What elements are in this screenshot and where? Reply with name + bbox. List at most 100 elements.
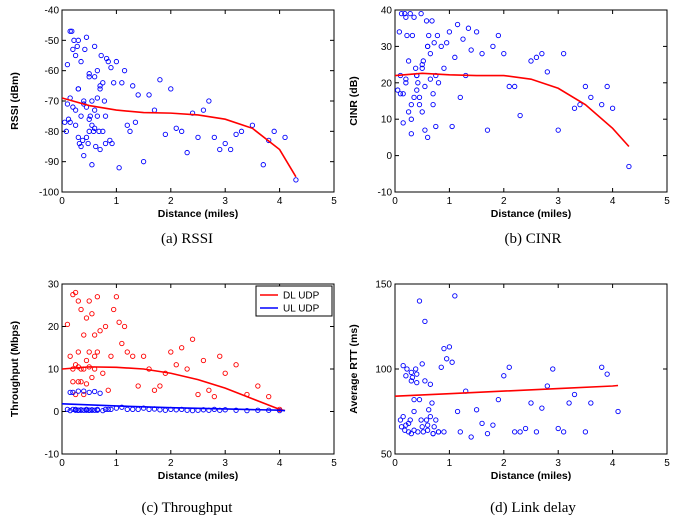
figure-caption: (d) Link delay [490, 500, 576, 516]
x-tick-label: 2 [168, 458, 174, 469]
data-point [111, 80, 117, 86]
data-point [94, 95, 101, 101]
data-point [506, 83, 512, 90]
data-point [400, 120, 406, 126]
data-point [97, 86, 103, 92]
data-point [490, 43, 496, 50]
data-point [217, 353, 223, 359]
data-point [179, 128, 185, 134]
data-point [423, 417, 430, 423]
data-point [604, 371, 610, 377]
data-point [430, 101, 436, 108]
data-point [424, 43, 431, 50]
x-tick-label: 3 [222, 458, 228, 469]
fit-curve [62, 403, 286, 412]
data-point [81, 332, 87, 338]
fit-curve [395, 384, 619, 397]
data-point [430, 91, 436, 97]
data-point [544, 383, 550, 389]
data-point [420, 429, 426, 435]
data-point [560, 429, 567, 435]
data-point [67, 119, 73, 125]
data-point [173, 125, 179, 131]
data-point [473, 407, 480, 413]
y-tick-label: -50 [45, 36, 60, 47]
data-point [403, 76, 409, 82]
data-point [94, 68, 101, 74]
data-point [460, 36, 466, 42]
data-point [446, 344, 453, 350]
x-tick-label: 0 [59, 196, 65, 207]
data-point [473, 29, 480, 35]
data-point [105, 387, 111, 393]
data-point [157, 77, 163, 83]
data-point [490, 422, 496, 428]
data-point [101, 98, 108, 104]
data-point [271, 128, 277, 134]
x-tick-label: 2 [501, 196, 507, 207]
data-point [72, 122, 79, 128]
data-point [98, 52, 104, 59]
data-point [409, 374, 416, 381]
data-point [91, 74, 98, 80]
plot-frame [61, 9, 335, 193]
data-point [566, 400, 572, 406]
data-point [408, 131, 414, 137]
legend-label: UL UDP [283, 304, 320, 315]
data-point [130, 406, 136, 413]
data-point [457, 429, 463, 435]
data-point [411, 94, 417, 101]
data-point [528, 400, 534, 406]
x-tick-label: 5 [331, 458, 337, 469]
data-point [599, 364, 605, 370]
data-point [89, 162, 95, 168]
data-point [233, 131, 239, 138]
data-point [67, 353, 73, 359]
data-point [238, 128, 245, 134]
data-point [422, 318, 428, 325]
data-point [416, 94, 423, 101]
data-point [604, 83, 610, 90]
data-point [124, 349, 130, 355]
y-axis-label: RSSI (dBm) [9, 72, 21, 130]
data-point [407, 10, 413, 17]
x-axis-label: Distance (miles) [158, 470, 239, 482]
data-point [449, 359, 455, 365]
data-point [75, 86, 81, 92]
data-point [501, 51, 507, 57]
data-point [140, 405, 147, 411]
data-point [97, 146, 103, 153]
plot-frame [394, 9, 668, 193]
data-point [132, 119, 139, 125]
data-point [135, 383, 141, 389]
y-tick-label: 150 [375, 280, 392, 291]
x-tick-label: 2 [501, 458, 507, 469]
data-point [78, 113, 84, 119]
data-point [431, 424, 437, 430]
data-point [444, 40, 450, 46]
legend-box [255, 285, 333, 317]
data-point [81, 391, 87, 398]
data-point [91, 125, 98, 131]
data-point [433, 123, 439, 130]
data-point [484, 430, 491, 437]
data-point [424, 427, 431, 433]
data-point [422, 127, 428, 133]
data-point [200, 407, 207, 413]
data-point [414, 371, 420, 377]
data-point [93, 143, 99, 150]
data-point [419, 109, 425, 115]
data-point [97, 328, 103, 334]
data-point [124, 406, 130, 413]
data-point [434, 32, 441, 39]
data-point [533, 429, 540, 435]
data-point [70, 46, 76, 53]
data-point [113, 58, 120, 65]
data-point [233, 407, 239, 413]
plot-area [395, 293, 621, 440]
data-point [609, 105, 616, 111]
y-tick-label: -100 [39, 188, 59, 199]
x-tick-label: 0 [392, 196, 398, 207]
data-point [67, 407, 73, 414]
